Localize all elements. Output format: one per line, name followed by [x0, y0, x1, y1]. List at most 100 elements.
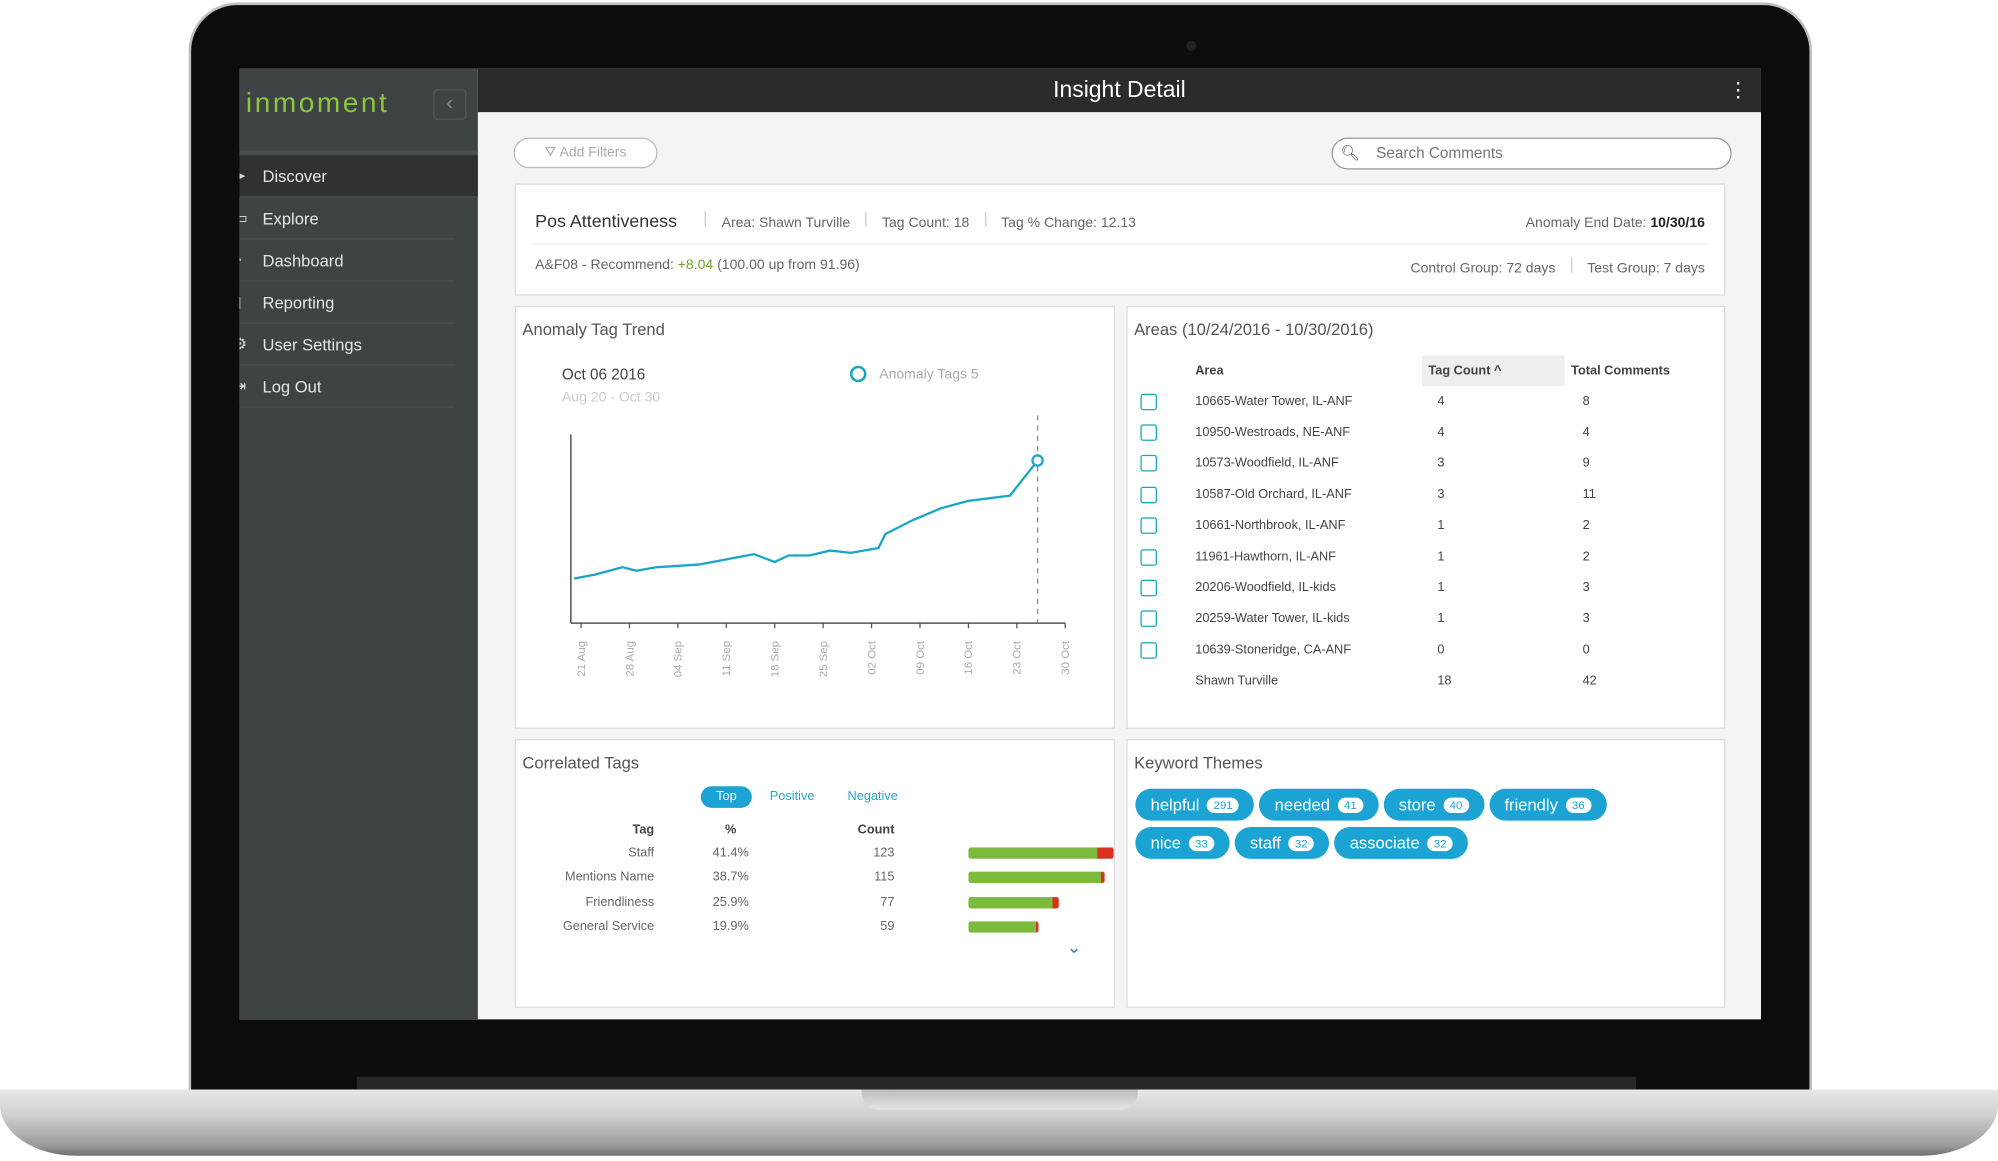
- logo: inmoment: [245, 86, 390, 119]
- panel-title: Keyword Themes: [1134, 753, 1263, 773]
- sidebar-item-label: Discover: [262, 166, 327, 186]
- tab-positive[interactable]: Positive: [769, 790, 815, 805]
- cursor-icon: ➤: [240, 167, 263, 185]
- keyword-pill[interactable]: helpful 291: [1135, 788, 1255, 821]
- sidebar-item-dashboard[interactable]: ◔Dashboard: [239, 240, 455, 282]
- top-bar: Insight Detail ⋮: [477, 68, 1761, 113]
- legend-marker-icon: [849, 365, 867, 383]
- positive-segment: [968, 921, 1036, 933]
- add-filters-button[interactable]: ⛛ Add Filters: [513, 137, 658, 169]
- chevron-down-icon[interactable]: ⌄: [1066, 936, 1082, 957]
- total-row: Shawn Turville 18 42: [1134, 666, 1705, 697]
- keyword-pill[interactable]: associate 32: [1334, 826, 1469, 859]
- search-icon: 🔍︎: [1340, 143, 1360, 162]
- row-checkbox[interactable]: [1140, 455, 1158, 473]
- area-name: 11961-Hawthorn, IL-ANF: [1195, 550, 1336, 565]
- row-checkbox[interactable]: [1140, 641, 1158, 659]
- row-checkbox[interactable]: [1140, 548, 1158, 566]
- x-tick-label: 21 Aug: [576, 641, 588, 677]
- table-row: Friendliness 25.9% 77: [554, 890, 1113, 915]
- keyword-pill[interactable]: nice 33: [1135, 826, 1230, 859]
- search-comments[interactable]: 🔍︎: [1331, 137, 1732, 170]
- row-checkbox[interactable]: [1140, 579, 1158, 597]
- total-comments: 3: [1582, 581, 1590, 596]
- tag-count: 77: [880, 895, 895, 910]
- table-row: Mentions Name 38.7% 115: [554, 866, 1113, 891]
- keyword: store: [1398, 795, 1436, 815]
- tag-count: Tag Count: 18: [882, 215, 970, 231]
- positive-segment: [968, 896, 1053, 909]
- sidebar-item-reporting[interactable]: ▯Reporting: [239, 282, 455, 324]
- trend-line: [573, 459, 1039, 580]
- keyword: staff: [1249, 833, 1281, 853]
- sentiment-bar: [968, 847, 1114, 860]
- tab-negative[interactable]: Negative: [847, 790, 898, 805]
- page-title: Insight Detail: [1053, 76, 1186, 102]
- collapse-sidebar-button[interactable]: ‹: [433, 89, 467, 120]
- row-checkbox[interactable]: [1140, 486, 1158, 504]
- x-tick-label: 18 Sep: [770, 641, 782, 677]
- dashboard-icon: ◔: [240, 251, 263, 269]
- tag-pct: 38.7%: [712, 870, 749, 885]
- sidebar-item-label: Log Out: [262, 376, 322, 396]
- total-comments: 8: [1582, 394, 1590, 409]
- tag-count: 4: [1437, 425, 1445, 440]
- tag-count: 3: [1437, 487, 1445, 502]
- trend-chart: 21 Aug 28 Aug 04 Sep 11 Sep 18 Sep 25 Sep 02 O…: [570, 415, 1072, 677]
- metric-delta: +8.04: [677, 257, 714, 273]
- col-area[interactable]: Area: [1195, 363, 1224, 378]
- keyword-pill[interactable]: staff 32: [1234, 826, 1330, 859]
- tag-count: 0: [1437, 643, 1445, 658]
- total-label: Shawn Turville: [1195, 674, 1279, 689]
- selected-point: [1031, 454, 1044, 467]
- row-checkbox[interactable]: [1140, 517, 1158, 535]
- keyword-count: 40: [1443, 797, 1469, 813]
- tag-count: 123: [873, 846, 895, 861]
- area-name: 10665-Water Tower, IL-ANF: [1195, 394, 1353, 409]
- chart-legend: Anomaly Tags 5: [849, 365, 979, 383]
- keyword: helpful: [1150, 795, 1200, 815]
- tag-pct: 41.4%: [712, 846, 749, 861]
- tab-top[interactable]: Top: [700, 786, 752, 808]
- table-row: 20206-Woodfield, IL-kids 1 3: [1134, 573, 1705, 604]
- tag-name: Staff: [628, 846, 655, 861]
- total-comments: 4: [1582, 425, 1590, 440]
- sidebar-item-log-out[interactable]: ⇥Log Out: [239, 366, 455, 408]
- table-row: 10639-Stoneridge, CA-ANF 0 0: [1134, 635, 1705, 666]
- keyword-pill[interactable]: needed 41: [1259, 788, 1379, 821]
- keyword-pill[interactable]: store 40: [1383, 788, 1485, 821]
- keyword-themes-panel: Keyword Themes helpful 291 needed 41 store 40…: [1126, 739, 1726, 1008]
- search-input[interactable]: [1376, 143, 1708, 162]
- keyword: needed: [1274, 795, 1330, 815]
- area-label: Area: Shawn Turville: [721, 215, 851, 231]
- row-checkbox[interactable]: [1140, 393, 1158, 410]
- tag-count: 1: [1437, 518, 1445, 533]
- tag-count: 1: [1437, 612, 1445, 627]
- sidebar-item-user-settings[interactable]: ⚙User Settings: [239, 324, 455, 366]
- anomaly-end: Anomaly End Date: 10/30/16: [1526, 215, 1705, 230]
- col-tag-count[interactable]: Tag Count ^: [1422, 355, 1565, 387]
- keyword-count: 32: [1427, 835, 1453, 851]
- tag-name: Friendliness: [585, 895, 655, 910]
- total-tag-count: 18: [1437, 674, 1452, 689]
- row-checkbox[interactable]: [1140, 424, 1158, 441]
- col-total-comments[interactable]: Total Comments: [1571, 363, 1671, 378]
- keyword-pill[interactable]: friendly 36: [1489, 788, 1607, 821]
- sentiment-bar: [968, 896, 1060, 909]
- total-comments: 2: [1582, 518, 1590, 533]
- keyword: nice: [1150, 833, 1182, 853]
- negative-segment: [1097, 847, 1114, 860]
- row-checkbox[interactable]: [1140, 610, 1158, 628]
- total-comments: 0: [1582, 643, 1590, 658]
- metric-detail: (100.00 up from 91.96): [717, 257, 860, 273]
- filter-icon: ⛛: [544, 145, 560, 161]
- table-row: 10950-Westroads, NE-ANF 4 4: [1134, 417, 1705, 448]
- sidebar-item-explore[interactable]: ▭Explore: [239, 198, 455, 240]
- area-name: 20206-Woodfield, IL-kids: [1195, 581, 1336, 596]
- col-count: Count: [857, 823, 895, 838]
- control-group: Control Group: 72 days: [1410, 261, 1556, 277]
- tag-name: General Service: [562, 920, 655, 935]
- kebab-icon[interactable]: ⋮: [1727, 80, 1749, 102]
- sidebar-item-discover[interactable]: ➤Discover: [239, 155, 478, 198]
- total-comments: 2: [1582, 550, 1590, 565]
